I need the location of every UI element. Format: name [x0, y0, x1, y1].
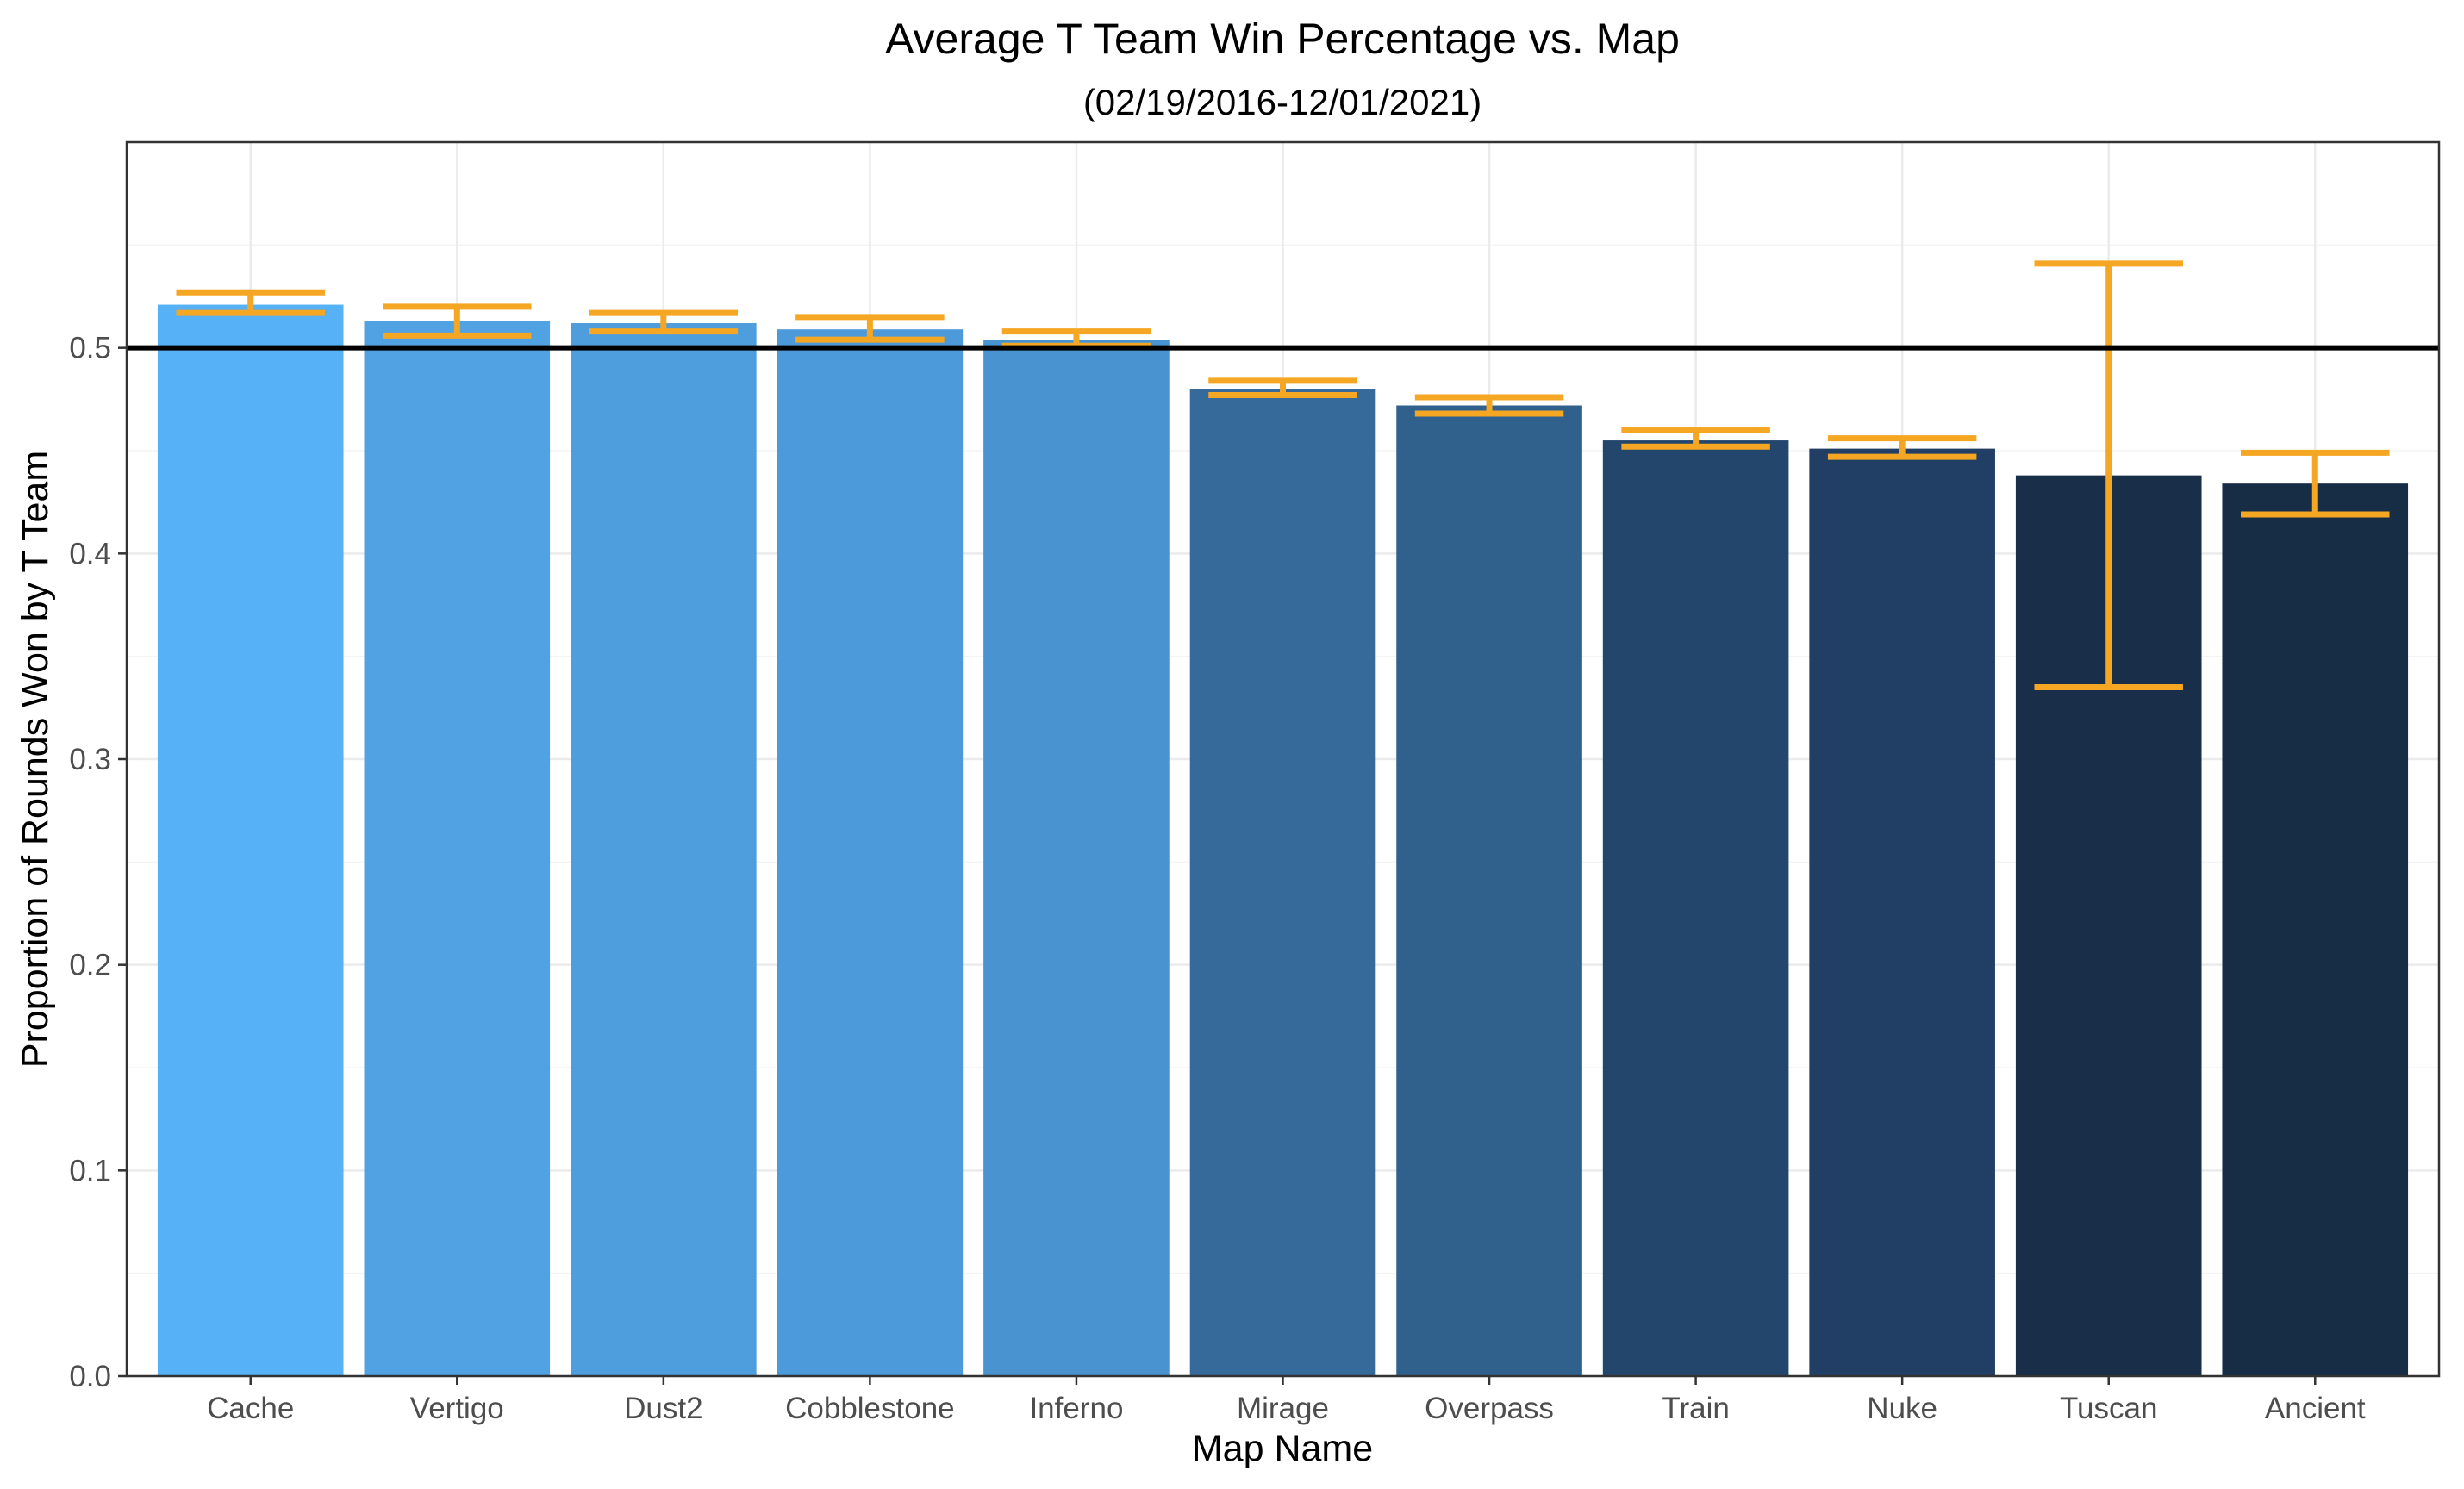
x-tick-label: Dust2 [624, 1392, 702, 1425]
y-tick-label: 0.0 [69, 1360, 111, 1393]
bar [1809, 448, 1995, 1377]
x-tick-label: Vertigo [410, 1392, 504, 1425]
x-axis-title: Map Name [1192, 1428, 1373, 1469]
bar [983, 340, 1170, 1376]
x-tick-label: Cobblestone [785, 1392, 955, 1425]
y-tick-label: 0.2 [69, 949, 111, 982]
bar [777, 329, 964, 1377]
bar [1396, 405, 1582, 1376]
x-tick-label: Tuscan [2060, 1392, 2157, 1425]
x-tick-label: Cache [207, 1392, 294, 1425]
chart-title: Average T Team Win Percentage vs. Map [885, 15, 1680, 63]
bar [2222, 483, 2409, 1376]
bar [1189, 389, 1376, 1376]
x-tick-label: Mirage [1237, 1392, 1329, 1425]
y-tick-label: 0.4 [69, 537, 111, 570]
x-tick-label: Ancient [2265, 1392, 2366, 1425]
bars [157, 304, 2409, 1377]
y-tick-label: 0.1 [69, 1154, 111, 1187]
bar [571, 323, 757, 1377]
chart-subtitle: (02/19/2016-12/01/2021) [1083, 82, 1482, 122]
x-axis: Cache Vertigo Dust2 Cobblestone Inferno Mirag… [207, 1376, 2366, 1425]
y-tick-label: 0.3 [69, 743, 111, 776]
bar [1602, 440, 1789, 1377]
y-tick-label: 0.5 [69, 332, 111, 365]
x-tick-label: Overpass [1425, 1392, 1554, 1425]
x-tick-label: Nuke [1867, 1392, 1937, 1425]
bar [364, 321, 551, 1376]
x-tick-label: Inferno [1029, 1392, 1123, 1425]
x-tick-label: Train [1662, 1392, 1729, 1425]
bar [157, 304, 344, 1377]
y-axis-title: Proportion of Rounds Won by T Team [15, 451, 56, 1068]
y-axis: 0.0 0.1 0.2 0.3 0.4 0.5 [69, 332, 127, 1393]
